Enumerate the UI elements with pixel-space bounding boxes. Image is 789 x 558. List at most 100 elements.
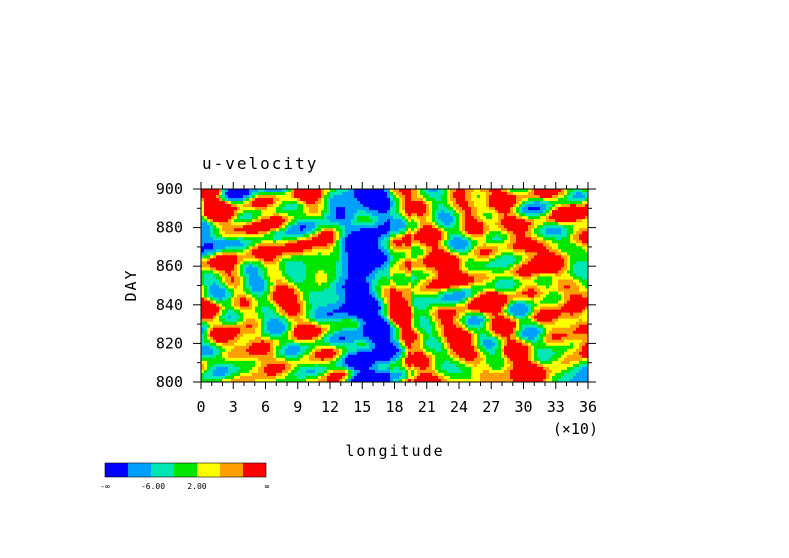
heatmap-cell (555, 252, 559, 256)
heatmap-cell (393, 213, 397, 217)
heatmap-cell (375, 285, 379, 290)
heatmap-cell (453, 252, 457, 256)
heatmap-cell (333, 273, 337, 278)
heatmap-cell (306, 243, 310, 247)
heatmap-cell (219, 228, 223, 232)
heatmap-cell (456, 267, 460, 272)
heatmap-cell (237, 285, 241, 290)
heatmap-cell (570, 294, 574, 299)
heatmap-cell (303, 300, 307, 305)
heatmap-cell (384, 258, 388, 262)
heatmap-cell (573, 255, 577, 259)
heatmap-cell (579, 228, 583, 232)
heatmap-cell (465, 285, 469, 290)
heatmap-cell (297, 222, 301, 226)
heatmap-cell (579, 192, 583, 196)
heatmap-cell (204, 222, 208, 226)
heatmap-cell (453, 294, 457, 299)
heatmap-cell (378, 300, 382, 305)
heatmap-cell (291, 243, 295, 247)
heatmap-cell (216, 300, 220, 305)
heatmap-cell (426, 225, 430, 229)
heatmap-cell (564, 276, 568, 281)
heatmap-cell (207, 237, 211, 241)
heatmap-cell (402, 276, 406, 281)
heatmap-cell (396, 252, 400, 256)
heatmap-cell (375, 252, 379, 256)
heatmap-cell (504, 285, 508, 290)
heatmap-cell (456, 288, 460, 293)
heatmap-cell (399, 255, 403, 259)
heatmap-cell (585, 237, 588, 241)
heatmap-cell (240, 261, 244, 265)
heatmap-cell (264, 300, 268, 305)
heatmap-cell (489, 240, 493, 244)
heatmap-cell (363, 225, 367, 229)
heatmap-cell (279, 258, 283, 262)
heatmap-cell (543, 270, 547, 275)
heatmap-cell (459, 234, 463, 238)
heatmap-cell (216, 192, 220, 196)
heatmap-cell (210, 198, 214, 202)
heatmap-cell (513, 273, 517, 278)
heatmap-cell (216, 189, 220, 193)
heatmap-cell (420, 201, 424, 205)
heatmap-cell (573, 204, 577, 208)
heatmap-cell (297, 195, 301, 199)
heatmap-cell (246, 300, 250, 305)
heatmap-cell (309, 216, 313, 220)
heatmap-cell (243, 294, 247, 299)
heatmap-cell (264, 228, 268, 232)
heatmap-cell (573, 279, 577, 284)
heatmap-cell (345, 195, 349, 199)
heatmap-cell (384, 300, 388, 305)
heatmap-cell (237, 267, 241, 272)
heatmap-cell (216, 195, 220, 199)
heatmap-cell (378, 192, 382, 196)
heatmap-cell (342, 264, 346, 269)
heatmap-cell (330, 195, 334, 199)
heatmap-cell (462, 231, 466, 235)
heatmap-cell (219, 297, 223, 302)
heatmap-cell (531, 294, 535, 299)
heatmap-cell (228, 219, 232, 223)
heatmap-cell (483, 222, 487, 226)
heatmap-cell (510, 264, 514, 269)
heatmap-cell (537, 255, 541, 259)
heatmap-cell (498, 243, 502, 247)
heatmap-cell (549, 258, 553, 262)
heatmap-cell (435, 231, 439, 235)
heatmap-cell (408, 204, 412, 208)
heatmap-cell (387, 234, 391, 238)
heatmap-cell (261, 249, 265, 253)
heatmap-cell (330, 201, 334, 205)
heatmap-cell (516, 264, 520, 269)
heatmap-cell (414, 210, 418, 214)
heatmap-cell (210, 294, 214, 299)
heatmap-cell (561, 201, 565, 205)
heatmap-cell (519, 282, 523, 287)
heatmap-cell (459, 246, 463, 250)
heatmap-cell (219, 222, 223, 226)
heatmap-cell (366, 294, 370, 299)
heatmap-cell (495, 273, 499, 278)
heatmap-cell (582, 192, 586, 196)
heatmap-cell (216, 207, 220, 211)
heatmap-cell (297, 291, 301, 296)
heatmap-cell (462, 300, 466, 305)
heatmap-cell (411, 213, 415, 217)
heatmap-cell (456, 219, 460, 223)
heatmap-cell (441, 255, 445, 259)
heatmap-cell (468, 195, 472, 199)
heatmap-cell (234, 300, 238, 305)
heatmap-cell (234, 204, 238, 208)
heatmap-cell (348, 282, 352, 287)
heatmap-cell (417, 234, 421, 238)
heatmap-cell (363, 204, 367, 208)
heatmap-cell (474, 303, 478, 308)
heatmap-cell (513, 201, 517, 205)
heatmap-cell (240, 213, 244, 217)
heatmap-cell (390, 207, 394, 211)
heatmap-cell (363, 216, 367, 220)
heatmap-cell (204, 255, 208, 259)
